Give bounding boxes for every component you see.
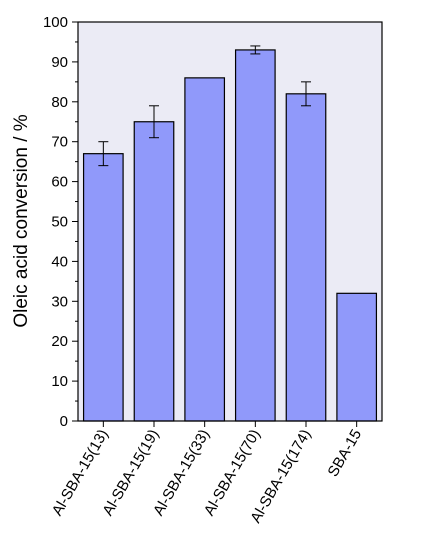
- y-axis: 0 10 20 30 40 50 60 70 80 90 100: [43, 14, 78, 430]
- plot-background: [78, 22, 382, 421]
- y-tick-label: 0: [60, 413, 68, 430]
- error-bars-group: [98, 45, 311, 167]
- y-tick-label: 80: [51, 94, 68, 111]
- y-tick-label: 70: [51, 134, 68, 151]
- bar: [133, 121, 175, 422]
- y-axis-title: Oleic acid conversion / %: [11, 114, 32, 327]
- y-tick-label: 30: [51, 293, 68, 310]
- bar: [184, 77, 226, 422]
- x-tick-label: SBA-15: [325, 427, 366, 480]
- y-tick-label: 50: [51, 214, 68, 231]
- y-tick-label: 100: [43, 14, 68, 31]
- bar: [285, 93, 327, 422]
- bar: [82, 153, 124, 422]
- y-tick-label: 20: [51, 333, 68, 350]
- bars-group: [82, 49, 378, 422]
- bar: [336, 292, 378, 422]
- x-axis: Al-SBA-15(13)Al-SBA-15(19)Al-SBA-15(33)A…: [49, 421, 365, 526]
- y-tick-label: 60: [51, 174, 68, 191]
- y-tick-label: 40: [51, 253, 68, 270]
- y-tick-label: 10: [51, 373, 68, 390]
- bar: [234, 49, 276, 422]
- y-tick-label: 90: [51, 54, 68, 71]
